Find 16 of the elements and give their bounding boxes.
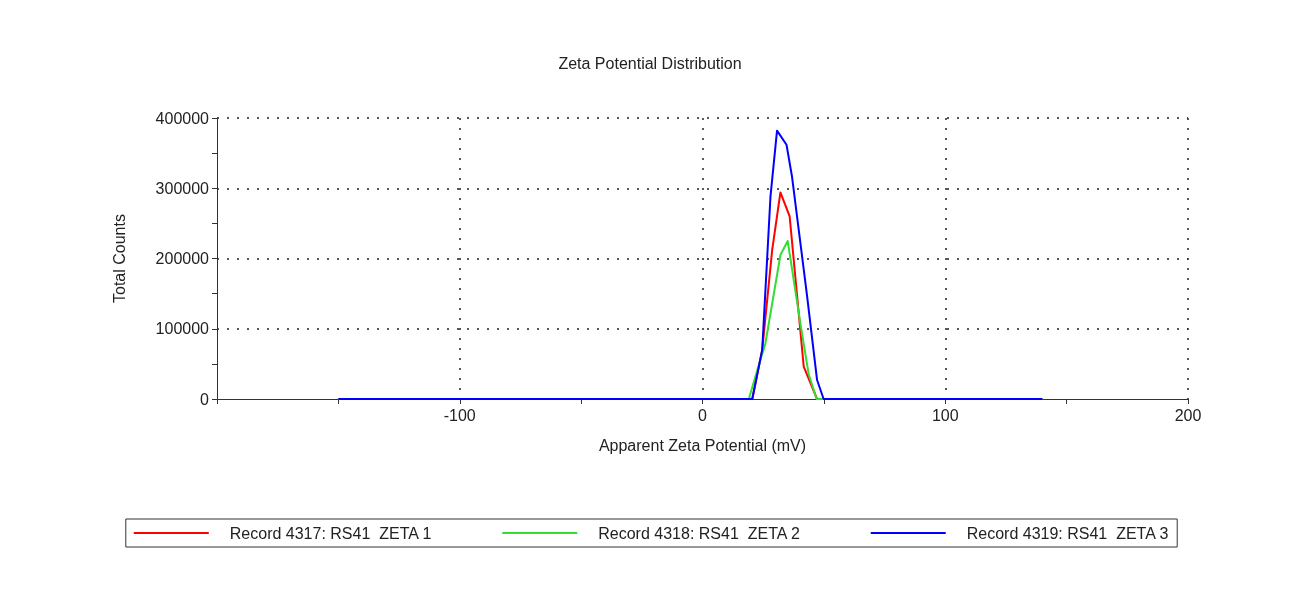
legend-label: Record 4318: RS41 ZETA 2 [598, 524, 800, 542]
y-tick-label: 0 [200, 390, 210, 408]
x-tick-label: 100 [931, 406, 959, 424]
x-tick-label: 200 [1174, 406, 1202, 424]
x-tick-label: 0 [698, 406, 708, 424]
legend-label: Record 4319: RS41 ZETA 3 [966, 524, 1169, 542]
x-tick-label: -100 [443, 406, 476, 424]
y-tick-label: 300000 [155, 179, 210, 197]
y-tick-label: 100000 [155, 320, 210, 338]
y-tick-label: 200000 [155, 250, 210, 267]
y-axis-title: Total Counts [110, 214, 128, 303]
legend-label: Record 4317: RS41 ZETA 1 [229, 524, 432, 542]
line-series [337, 129, 1044, 400]
y-tick-label: 400000 [155, 109, 210, 127]
x-axis-title: Apparent Zeta Potential (mV) [598, 436, 807, 454]
chart-title: Zeta Potential Distribution [558, 54, 742, 72]
